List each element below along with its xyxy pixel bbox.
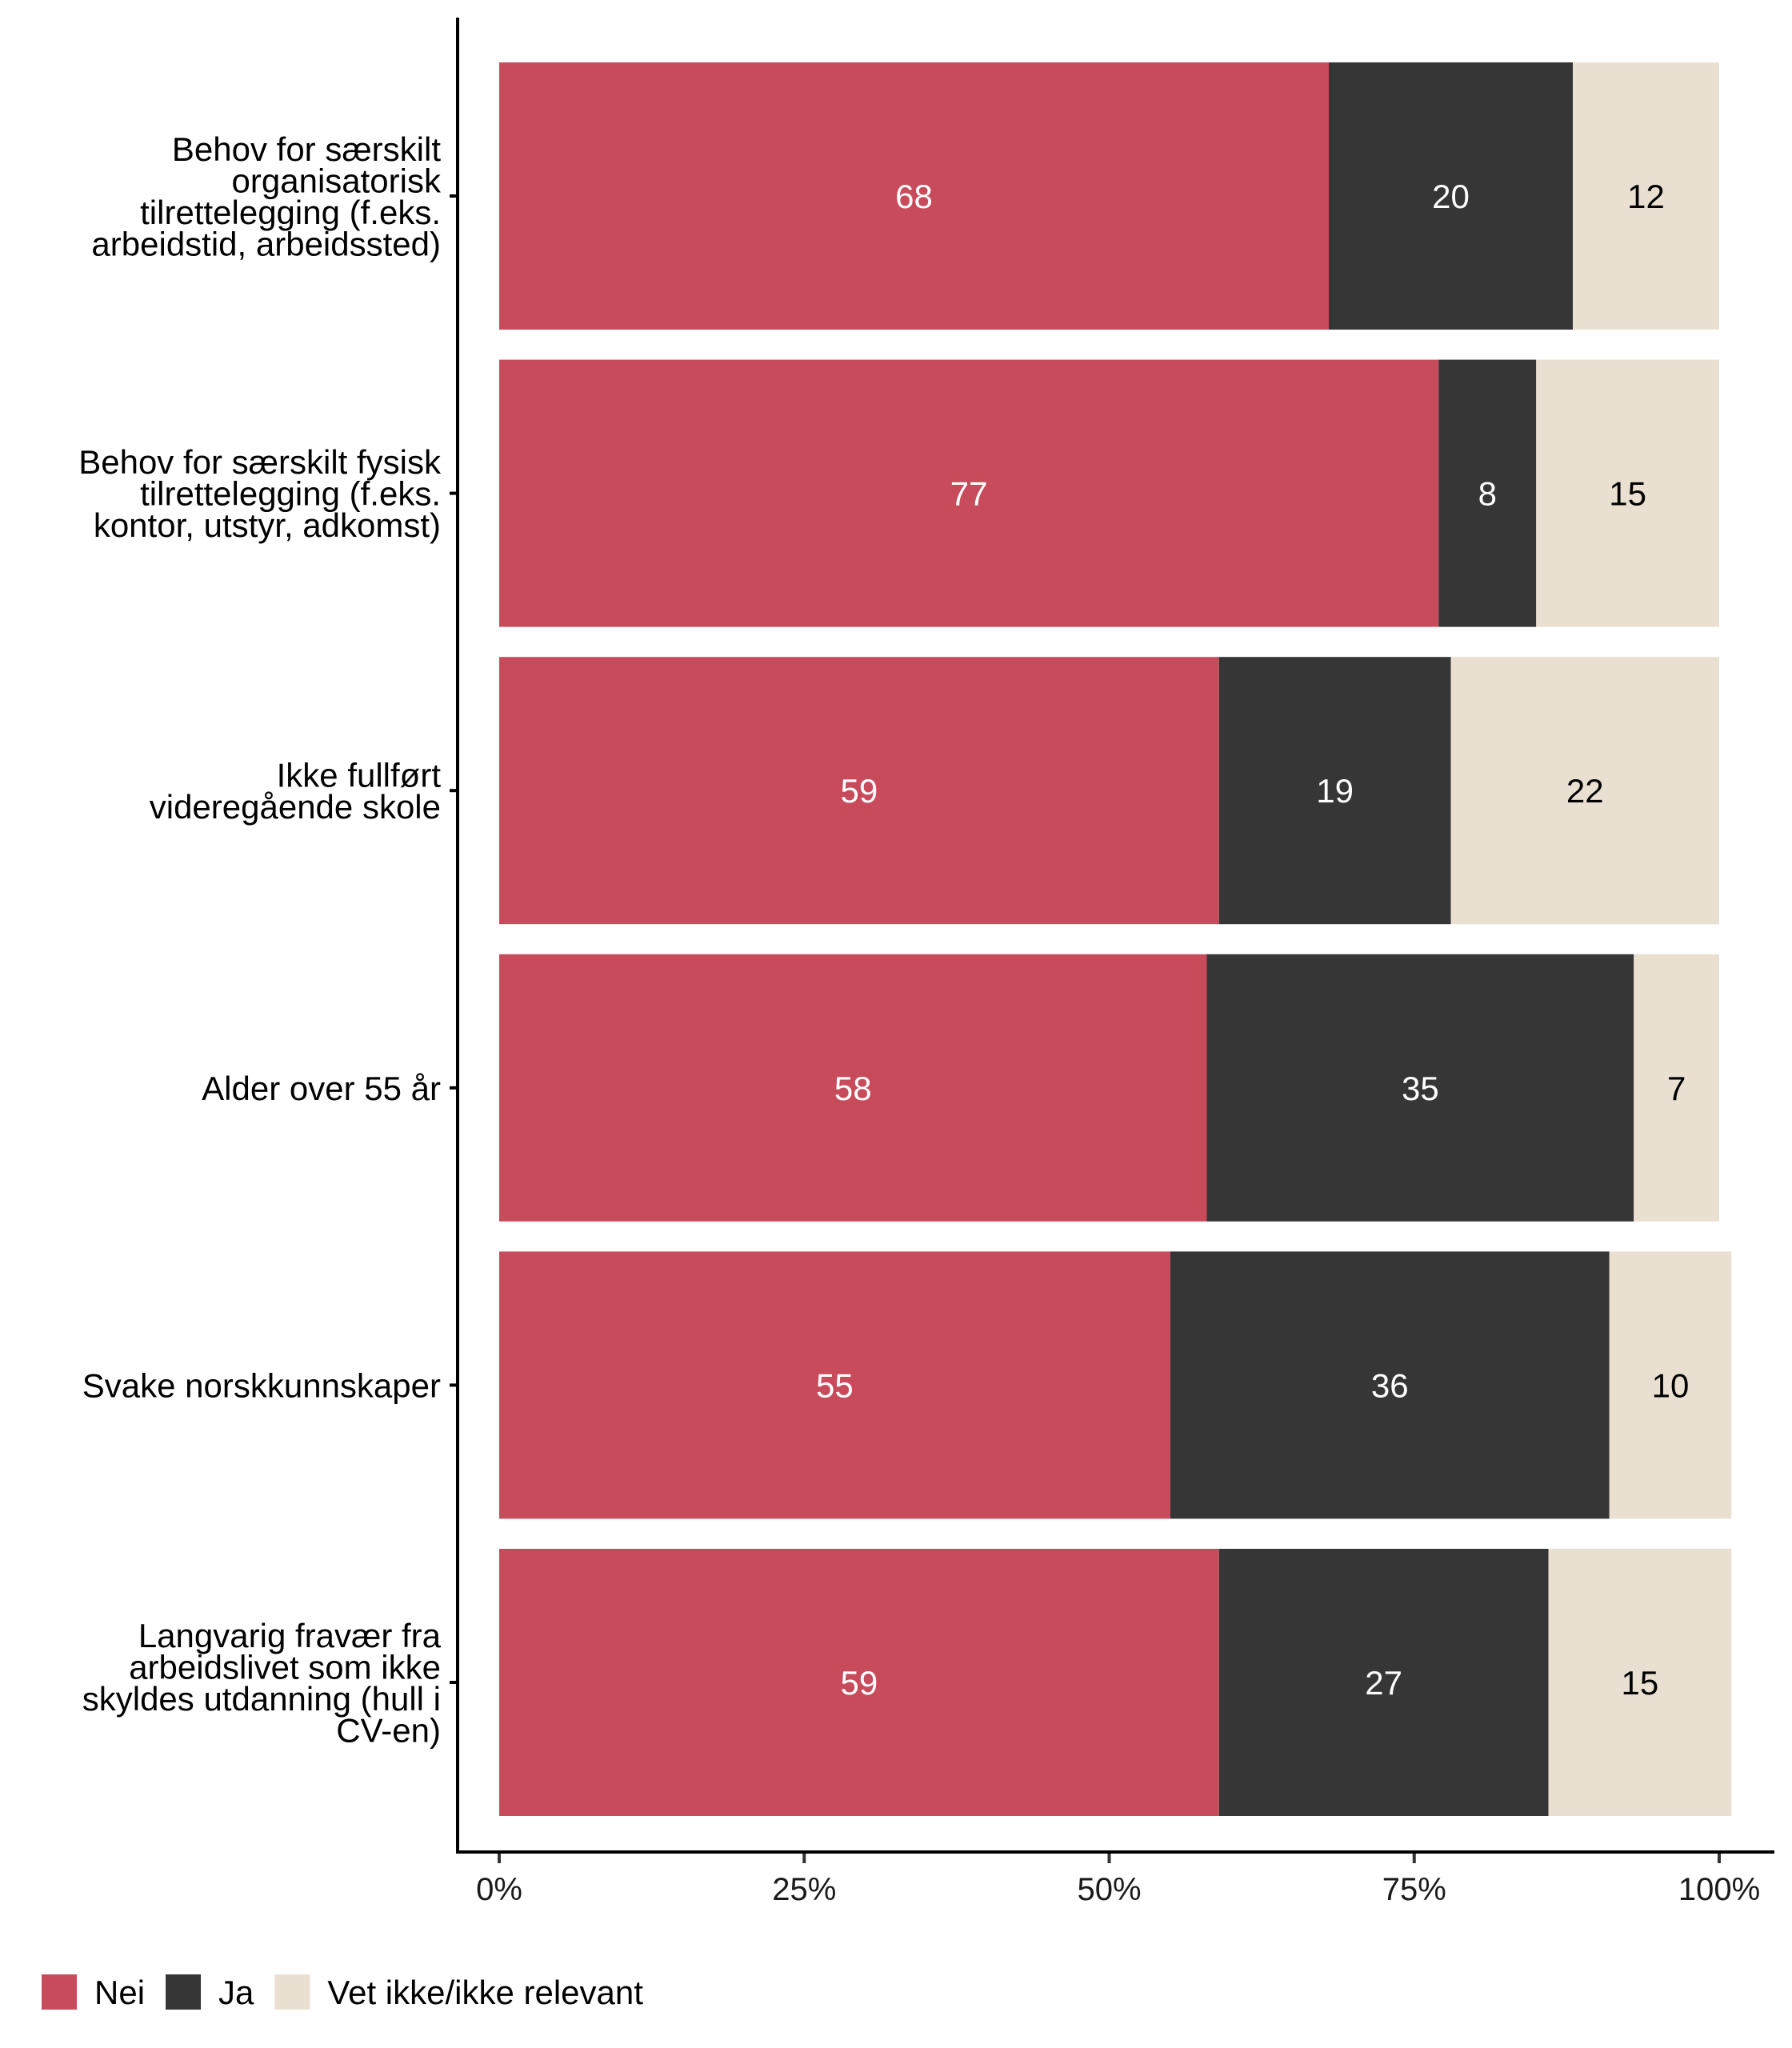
bar-segment-vet-ikke-ikke-relevant-3 [1634,954,1719,1222]
bar-segment-vet-ikke-ikke-relevant-4 [1609,1251,1732,1519]
category-label: Svake norskkunnskaper [82,1366,441,1404]
bar-value-label: 15 [1609,475,1646,513]
bar-value-label: 8 [1478,475,1497,513]
category-label: Ikke fullført videregående skole [150,756,442,825]
bar-segment-vet-ikke-ikke-relevant-5 [1548,1549,1732,1816]
bar-value-label: 58 [834,1070,872,1107]
category-label: Behov for særskilt organisatorisk tilrette… [91,130,442,263]
bar-segment-ja-4 [1170,1251,1610,1519]
bars-layer: 68 20 12 77 8 15 59 19 22 58 35 7 55 36 10 59 27 15 [499,62,1732,1816]
bar-value-label: 10 [1652,1366,1690,1404]
bar-segment-ja-2 [1218,657,1451,925]
bar-value-label: 7 [1667,1070,1686,1107]
x-tick-label: 100% [1678,1872,1760,1907]
legend-swatch [166,1974,202,2010]
bar-segment-nei-2 [499,657,1219,925]
bar-value-label: 27 [1365,1664,1402,1702]
bar-segment-nei-4 [499,1251,1170,1519]
bar-value-label: 77 [950,475,988,513]
bar-value-label: 22 [1566,772,1604,810]
bar-segment-ja-0 [1329,62,1573,330]
bar-value-label: 55 [816,1366,854,1404]
legend-label: Nei [94,1974,145,2011]
bar-value-label: 59 [841,1664,878,1702]
category-label: Behov for særskilt fysisk tilrettelegging… [78,443,442,544]
bar-segment-nei-5 [499,1549,1219,1816]
bar-segment-nei-3 [499,954,1207,1222]
bar-value-label: 15 [1622,1664,1659,1702]
bar-value-label: 59 [841,772,878,810]
bar-value-label: 19 [1316,772,1354,810]
bar-segment-ja-5 [1218,1549,1549,1816]
x-tick-label: 25% [772,1872,836,1907]
bar-value-label: 35 [1402,1070,1439,1107]
legend-label: Ja [218,1974,254,2011]
category-label: Alder over 55 år [202,1070,441,1107]
legend-label: Vet ikke/ikke relevant [327,1974,643,2011]
bar-segment-nei-0 [499,62,1329,330]
bar-segment-vet-ikke-ikke-relevant-1 [1536,359,1719,627]
bar-value-label: 12 [1627,178,1665,215]
x-tick-label: 0% [476,1872,522,1907]
x-tick-label: 50% [1077,1872,1141,1907]
bar-value-label: 20 [1432,178,1470,215]
legend-swatch [42,1974,77,2010]
bar-value-label: 36 [1371,1366,1409,1404]
category-labels: Behov for særskilt organisatorisk tilrette… [78,130,458,1750]
legend: Nei Ja Vet ikke/ikke relevant [42,1974,643,2011]
bar-segment-vet-ikke-ikke-relevant-2 [1450,657,1719,925]
bar-segment-nei-1 [499,359,1439,627]
bar-segment-ja-3 [1206,954,1634,1222]
bar-segment-vet-ikke-ikke-relevant-0 [1573,62,1719,330]
category-label: Langvarig fravær fra arbeidslivet som ikk… [82,1617,442,1750]
bar-value-label: 68 [895,178,933,215]
legend-swatch [274,1974,310,2010]
x-tick-label: 75% [1382,1872,1446,1907]
x-axis-ticks: 0% 25% 50% 75% 100% [476,1854,1760,1907]
bar-segment-ja-1 [1438,359,1537,627]
